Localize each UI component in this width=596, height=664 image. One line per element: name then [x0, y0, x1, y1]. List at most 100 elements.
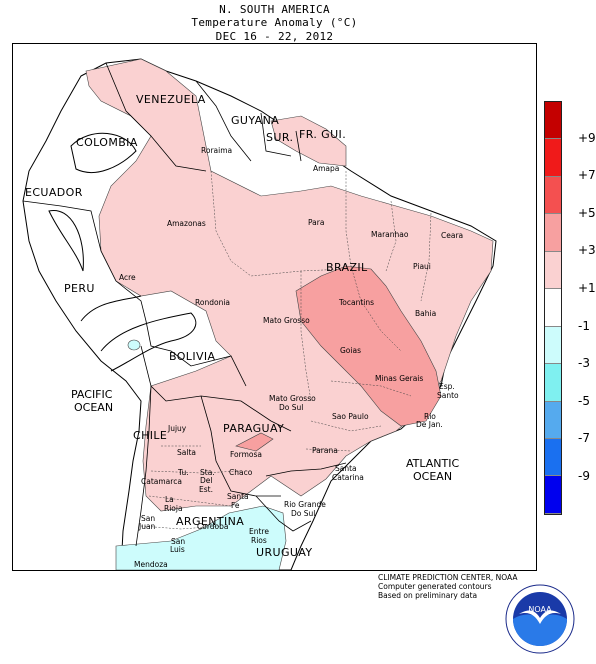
label-atlantic-ocean: OCEAN — [413, 470, 452, 483]
label-mato-grosso-sul: Mato Grosso — [269, 394, 316, 403]
label-santa-catarina: Santa — [335, 464, 357, 473]
state-borders — [140, 170, 432, 530]
label-san-luis-2: Luis — [170, 545, 185, 554]
label-tocantins: Tocantins — [338, 298, 374, 307]
contour-lines — [48, 132, 197, 372]
noaa-logo-text: NOAA — [528, 605, 552, 614]
label-la-rioja: La — [165, 495, 174, 504]
map-subtitle: Temperature Anomaly (°C) — [191, 16, 358, 29]
credit-cpc: CLIMATE PREDICTION CENTER, NOAA — [378, 573, 518, 582]
anomaly-zone-cool — [115, 505, 287, 570]
label-la-rioja-2: Rioja — [164, 504, 183, 513]
anomaly-zone-warm-paraguay — [235, 432, 274, 452]
label-pacific: PACIFIC — [71, 388, 113, 401]
legend-swatch — [545, 214, 561, 252]
map-date: DEC 16 - 22, 2012 — [215, 30, 334, 43]
label-san-juan: San — [141, 514, 155, 523]
label-minas-gerais: Minas Gerais — [375, 374, 423, 383]
label-piaui: Piaui — [413, 262, 431, 271]
legend-swatch — [545, 326, 561, 365]
label-mendoza: Mendoza — [134, 560, 168, 569]
label-entre-rios-2: Rios — [251, 536, 267, 545]
credit-preliminary: Based on preliminary data — [378, 591, 478, 600]
noaa-seal-icon: NOAA — [505, 584, 575, 654]
country-borders — [22, 62, 347, 547]
label-san-luis: San — [171, 537, 185, 546]
legend-swatch — [545, 401, 561, 439]
legend-swatch — [545, 476, 561, 514]
label-ceara: Ceara — [441, 231, 463, 240]
label-atlantic: ATLANTIC — [406, 457, 459, 470]
label-colombia: COLOMBIA — [76, 136, 138, 149]
color-legend — [544, 101, 562, 515]
label-jujuy: Jujuy — [167, 424, 187, 433]
label-goias: Goias — [340, 346, 361, 355]
legend-tick-label: +9 — [578, 130, 596, 145]
label-brazil: BRAZIL — [326, 261, 368, 274]
label-rio: Rio — [424, 412, 436, 421]
legend-tick-label: +5 — [578, 205, 596, 220]
credit-contours: Computer generated contours — [378, 582, 492, 591]
legend-swatch — [545, 364, 561, 402]
label-paraguay: PARAGUAY — [223, 422, 284, 435]
label-ecuador: ECUADOR — [25, 186, 83, 199]
label-rondonia: Rondonia — [195, 298, 230, 307]
label-maranhao: Maranhao — [371, 230, 409, 239]
label-esp-santo-2: Santo — [437, 391, 459, 400]
label-venezuela: VENEZUELA — [136, 93, 206, 106]
label-uruguay: URUGUAY — [256, 546, 313, 559]
legend-swatch — [545, 289, 561, 327]
anomaly-zone-warm — [295, 265, 442, 427]
label-sde-2: Del — [200, 476, 212, 485]
label-sao-paulo: Sao Paulo — [332, 412, 369, 421]
label-chile: CHILE — [133, 429, 167, 442]
legend-tick-label: +3 — [578, 243, 596, 258]
label-cordoba: Cordoba — [197, 522, 228, 531]
legend-swatch — [545, 139, 561, 177]
legend-swatch — [545, 251, 561, 290]
legend-swatch — [545, 438, 561, 477]
label-santa-fe: Santa — [227, 492, 249, 501]
label-tucuman: Tu. — [177, 468, 189, 477]
label-esp-santo: Esp. — [439, 382, 455, 391]
label-bahia: Bahia — [415, 309, 436, 318]
label-sde: Sta. — [200, 468, 215, 477]
label-guyana: GUYANA — [231, 114, 279, 127]
label-rio-grande: Rio Grande — [284, 500, 326, 509]
label-roraima: Roraima — [201, 146, 232, 155]
legend-tick-label: -9 — [578, 469, 590, 483]
legend-swatch — [545, 176, 561, 215]
label-peru: PERU — [64, 282, 95, 295]
label-parana: Parana — [312, 446, 338, 455]
map-title: N. SOUTH AMERICA — [219, 3, 330, 16]
label-santa-catarina-2: Catarina — [332, 473, 364, 482]
label-acre: Acre — [119, 273, 136, 282]
anomaly-map: VENEZUELA GUYANA SUR. FR. GUI. COLOMBIA … — [12, 43, 537, 571]
label-san-juan-2: Juan — [138, 522, 156, 531]
label-formosa: Formosa — [230, 450, 262, 459]
label-french-guiana: FR. GUI. — [299, 128, 346, 141]
label-mato-grosso: Mato Grosso — [263, 316, 310, 325]
legend-tick-label: +1 — [578, 281, 596, 295]
label-chaco: Chaco — [229, 468, 253, 477]
label-suriname: SUR. — [266, 131, 293, 144]
label-rio-2: De Jan. — [416, 420, 443, 429]
label-amapa: Amapa — [313, 164, 339, 173]
label-para: Para — [308, 218, 324, 227]
label-bolivia: BOLIVIA — [169, 350, 216, 363]
legend-tick-label: -3 — [578, 356, 590, 371]
label-sde-3: Est. — [199, 485, 213, 494]
legend-tick-label: -5 — [578, 393, 590, 408]
label-mato-grosso-sul-2: Do Sul — [279, 403, 303, 412]
anomaly-zone-light-north — [270, 115, 347, 167]
anomaly-zone-cool-titicaca — [127, 339, 141, 351]
label-rio-grande-2: Do Sul — [291, 509, 315, 518]
legend-swatch — [545, 102, 561, 140]
label-pacific-ocean: OCEAN — [74, 401, 113, 414]
label-amazonas: Amazonas — [167, 219, 206, 228]
label-entre-rios: Entre — [249, 527, 269, 536]
label-argentina: ARGENTINA — [176, 515, 244, 528]
legend-tick-label: -7 — [578, 431, 590, 446]
label-catamarca: Catamarca — [141, 477, 182, 486]
legend-tick-label: +7 — [578, 168, 596, 183]
